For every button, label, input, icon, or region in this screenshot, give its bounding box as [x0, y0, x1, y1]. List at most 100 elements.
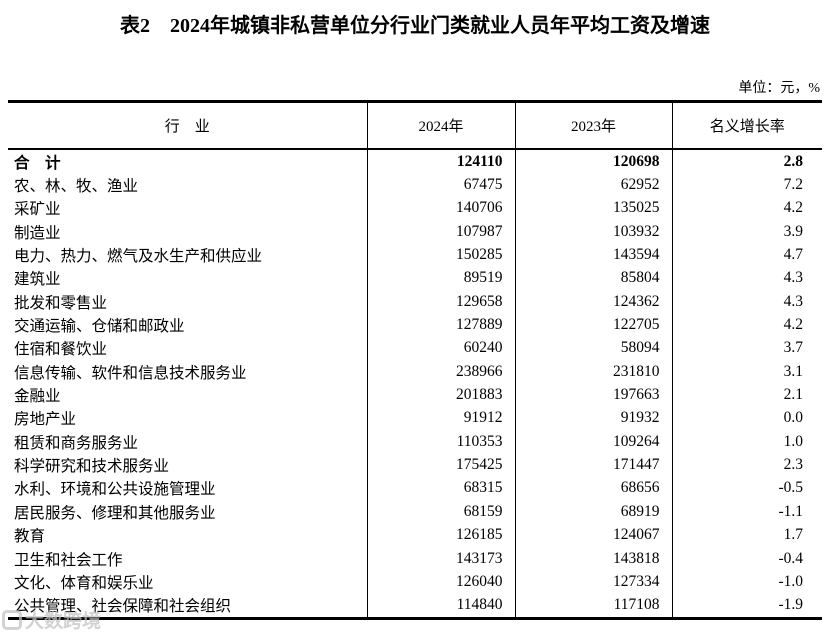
industry-cell: 制造业	[14, 224, 61, 242]
growth-cell: -1.0	[671, 570, 822, 594]
value-2023-cell: 135025	[514, 196, 672, 221]
table-row: 居民服务、修理和其他服务业 68159 68919 -1.1	[8, 500, 822, 524]
table-header: 行 业 2024年 2023年 名义增长率	[8, 101, 822, 150]
table-body: 合 计 124110 120698 2.8 农、林、牧、渔业 67475 62952 7.2 采…	[8, 149, 822, 619]
value-2024-cell: 126185	[366, 523, 515, 547]
industry-cell: 合 计	[14, 154, 61, 172]
table-row: 教育 126185 124067 1.7	[8, 523, 822, 547]
value-2023-cell: 120698	[514, 149, 672, 174]
value-2024-cell: 114840	[366, 593, 515, 619]
value-2024-cell: 127889	[366, 313, 515, 337]
value-2023-cell: 68656	[514, 476, 672, 501]
growth-cell: 3.7	[671, 336, 822, 361]
value-2023-cell: 231810	[514, 360, 672, 384]
value-2024-cell: 150285	[366, 243, 515, 267]
growth-cell: 3.1	[671, 360, 822, 384]
value-2024-cell: 129658	[366, 290, 515, 314]
table-title: 表2 2024年城镇非私营单位分行业门类就业人员年平均工资及增速	[120, 15, 710, 37]
value-2024-cell: 201883	[366, 383, 515, 407]
table-row: 合 计 124110 120698 2.8	[8, 149, 822, 174]
value-2023-cell: 127334	[514, 570, 672, 594]
industry-cell: 居民服务、修理和其他服务业	[14, 504, 216, 522]
table-row: 卫生和社会工作 143173 143818 -0.4	[8, 546, 822, 571]
value-2024-cell: 140706	[366, 196, 515, 221]
table-row: 批发和零售业 129658 124362 4.3	[8, 290, 822, 314]
table-row: 农、林、牧、渔业 67475 62952 7.2	[8, 173, 822, 197]
industry-cell: 农、林、牧、渔业	[14, 178, 139, 196]
value-2023-cell: 91932	[514, 406, 672, 431]
value-2024-cell: 89519	[366, 266, 515, 291]
value-2023-cell: 171447	[514, 453, 672, 477]
value-2024-cell: 68159	[366, 500, 515, 524]
header-row: 行 业 2024年 2023年 名义增长率	[8, 101, 822, 150]
table-row: 公共管理、社会保障和社会组织 114840 117108 -1.9	[8, 593, 822, 619]
industry-cell: 交通运输、仓储和邮政业	[14, 318, 185, 336]
value-2024-cell: 67475	[366, 173, 515, 197]
table-row: 水利、环境和公共设施管理业 68315 68656 -0.5	[8, 476, 822, 501]
industry-cell: 金融业	[14, 388, 61, 406]
growth-cell: -0.4	[671, 546, 822, 571]
growth-cell: 4.2	[671, 196, 822, 221]
table-row: 金融业 201883 197663 2.1	[8, 383, 822, 407]
industry-cell: 教育	[14, 528, 46, 546]
industry-cell: 文化、体育和娱乐业	[14, 574, 154, 592]
growth-cell: -1.9	[671, 593, 822, 619]
growth-cell: 2.3	[671, 453, 822, 477]
growth-cell: 4.2	[671, 313, 822, 337]
table-row: 采矿业 140706 135025 4.2	[8, 196, 822, 221]
industry-cell: 租赁和商务服务业	[14, 434, 139, 452]
value-2024-cell: 126040	[366, 570, 515, 594]
industry-cell: 公共管理、社会保障和社会组织	[14, 598, 232, 616]
value-2024-cell: 60240	[366, 336, 515, 361]
industry-cell: 建筑业	[14, 271, 61, 289]
industry-cell: 科学研究和技术服务业	[14, 458, 170, 476]
industry-cell: 信息传输、软件和信息技术服务业	[14, 364, 247, 382]
growth-cell: 4.3	[671, 266, 822, 291]
value-2023-cell: 109264	[514, 430, 672, 454]
table-row: 房地产业 91912 91932 0.0	[8, 406, 822, 431]
value-2024-cell: 107987	[366, 220, 515, 244]
growth-cell: -1.1	[671, 500, 822, 524]
value-2024-cell: 143173	[366, 546, 515, 571]
header-2024: 2024年	[366, 101, 515, 150]
header-growth: 名义增长率	[671, 101, 822, 150]
value-2023-cell: 85804	[514, 266, 672, 291]
value-2023-cell: 124362	[514, 290, 672, 314]
growth-cell: -0.5	[671, 476, 822, 501]
value-2023-cell: 103932	[514, 220, 672, 244]
growth-cell: 2.8	[671, 149, 822, 174]
header-2023: 2023年	[514, 101, 672, 150]
table-row: 建筑业 89519 85804 4.3	[8, 266, 822, 291]
unit-note: 单位：元，%	[738, 81, 820, 96]
table-row: 信息传输、软件和信息技术服务业 238966 231810 3.1	[8, 360, 822, 384]
table-row: 电力、热力、燃气及水生产和供应业 150285 143594 4.7	[8, 243, 822, 267]
growth-cell: 2.1	[671, 383, 822, 407]
growth-cell: 4.3	[671, 290, 822, 314]
value-2023-cell: 124067	[514, 523, 672, 547]
value-2023-cell: 197663	[514, 383, 672, 407]
value-2023-cell: 122705	[514, 313, 672, 337]
growth-cell: 0.0	[671, 406, 822, 431]
value-2023-cell: 143818	[514, 546, 672, 571]
growth-cell: 3.9	[671, 220, 822, 244]
value-2024-cell: 110353	[366, 430, 515, 454]
industry-cell: 房地产业	[14, 411, 77, 429]
value-2023-cell: 68919	[514, 500, 672, 524]
value-2023-cell: 143594	[514, 243, 672, 267]
industry-cell: 水利、环境和公共设施管理业	[14, 481, 216, 499]
industry-cell: 卫生和社会工作	[14, 551, 123, 569]
table-row: 租赁和商务服务业 110353 109264 1.0	[8, 430, 822, 454]
table-row: 交通运输、仓储和邮政业 127889 122705 4.2	[8, 313, 822, 337]
value-2024-cell: 175425	[366, 453, 515, 477]
industry-cell: 批发和零售业	[14, 294, 108, 312]
value-2024-cell: 68315	[366, 476, 515, 501]
value-2024-cell: 238966	[366, 360, 515, 384]
value-2024-cell: 91912	[366, 406, 515, 431]
value-2023-cell: 58094	[514, 336, 672, 361]
value-2024-cell: 124110	[366, 149, 515, 174]
growth-cell: 1.7	[671, 523, 822, 547]
growth-cell: 1.0	[671, 430, 822, 454]
industry-cell: 住宿和餐饮业	[14, 341, 108, 359]
table-row: 文化、体育和娱乐业 126040 127334 -1.0	[8, 570, 822, 594]
